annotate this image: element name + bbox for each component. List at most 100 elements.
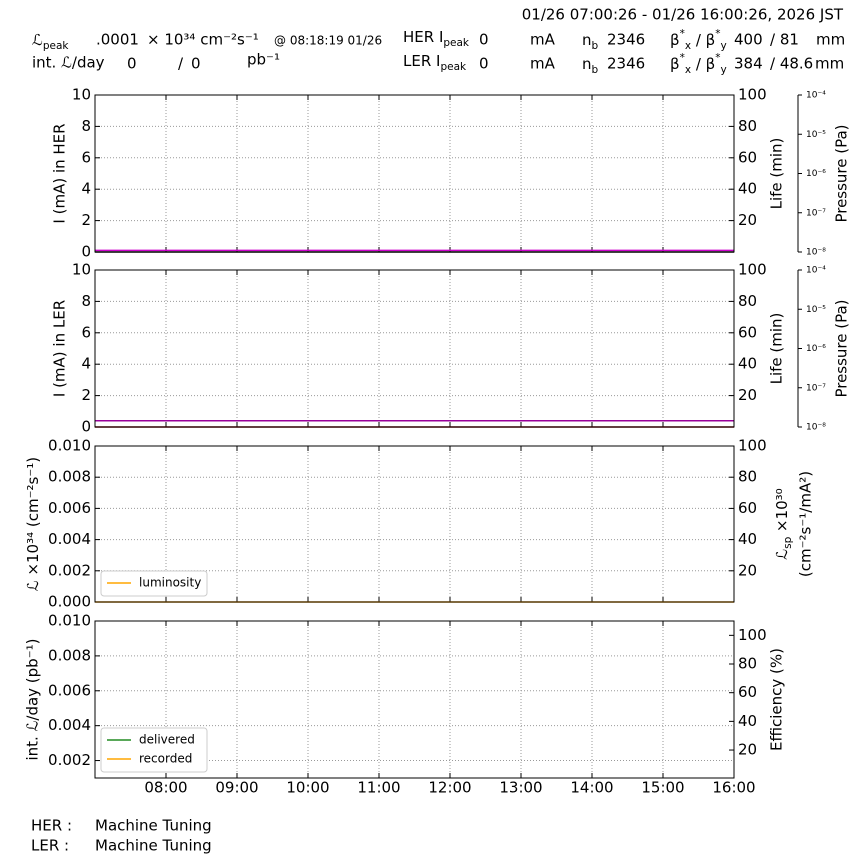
her-beta-label: β*x / β*y <box>670 28 727 52</box>
x-tick-label: 13:00 <box>499 779 542 797</box>
text-part: HER I <box>403 28 443 46</box>
y-tick-label: 10 <box>72 261 91 279</box>
y2-tick-label: 20 <box>738 386 757 404</box>
int-delivered: 0 <box>127 55 137 73</box>
y2-tick-label: 40 <box>738 180 757 198</box>
y2-tick-label: 80 <box>738 468 757 486</box>
y2-tick-label: 100 <box>738 437 767 455</box>
ler-current: 0 <box>479 55 489 73</box>
y2-tick-label: 60 <box>738 683 757 701</box>
y2-axis-label: Life (min) <box>768 313 786 385</box>
x-tick-label: 15:00 <box>641 779 684 797</box>
y-tick-label: 0 <box>81 418 91 436</box>
y2-axis-label: (cm⁻²s⁻¹/mA²) <box>797 471 815 577</box>
legend-label: recorded <box>139 752 192 766</box>
her-beta-unit: mm <box>816 31 845 49</box>
text-part: peak <box>443 37 470 49</box>
text-part: ℒ <box>32 31 43 49</box>
legend-label: luminosity <box>139 576 201 590</box>
y-tick-label: 0.000 <box>48 593 91 611</box>
y-tick-label: 0.010 <box>48 437 91 455</box>
plot-frame <box>94 620 735 779</box>
y-tick-label: 4 <box>81 180 91 198</box>
y2-tick-label: 80 <box>738 292 757 310</box>
pressure-tick-label: 10⁻⁸ <box>806 423 826 433</box>
y-axis-label: I (mA) in LER <box>51 300 69 397</box>
y-tick-label: 0.008 <box>48 646 91 664</box>
ler-beta-y: / 48.6 <box>770 55 813 73</box>
pressure-tick-label: 10⁻⁸ <box>806 248 826 258</box>
pressure-tick-label: 10⁻⁶ <box>806 169 826 179</box>
ler-status-label: LER : <box>31 837 69 855</box>
her-beta-x: 400 <box>734 31 763 49</box>
ler-unit: mA <box>530 55 556 73</box>
y2-tick-label: 20 <box>738 741 757 759</box>
her-current: 0 <box>479 31 489 49</box>
y-tick-label: 0.002 <box>48 751 91 769</box>
y2-tick-label: 20 <box>738 211 757 229</box>
y-tick-label: 0.010 <box>48 612 91 630</box>
ler-beta-label: β*x / β*y <box>670 52 727 76</box>
y-axis-label: I (mA) in HER <box>51 123 69 223</box>
pressure-axis-label: Pressure (Pa) <box>833 299 851 397</box>
pressure-tick-label: 10⁻⁵ <box>806 130 826 140</box>
lum-peak-time: @ 08:18:19 01/26 <box>274 34 382 48</box>
her-beta-y: / 81 <box>770 31 799 49</box>
text-part: * <box>715 28 720 40</box>
y-axis-label: int. ℒ/day (pb⁻¹) <box>24 639 42 761</box>
plot-frame <box>94 94 735 253</box>
text-part: y <box>720 40 726 52</box>
y-tick-label: 0.004 <box>48 716 91 734</box>
y-tick-label: 8 <box>81 292 91 310</box>
text-part: β <box>670 31 680 49</box>
ler-nb: 2346 <box>607 55 645 73</box>
x-tick-label: 10:00 <box>286 779 329 797</box>
int-sep: / <box>178 55 184 73</box>
legend-box <box>100 570 208 597</box>
x-tick-label: 16:00 <box>712 779 755 797</box>
y-tick-label: 2 <box>81 386 91 404</box>
pressure-tick-label: 10⁻⁷ <box>806 383 826 393</box>
pressure-tick-label: 10⁻⁶ <box>806 344 826 354</box>
y2-axis-label: Efficiency (%) <box>768 648 786 751</box>
text-part: x <box>685 40 691 52</box>
y2-tick-label: 60 <box>738 148 757 166</box>
x-tick-label: 09:00 <box>215 779 258 797</box>
y2-axis-label: ℒsp ×10³⁰ <box>773 488 795 559</box>
plot-frame <box>94 269 735 428</box>
int-unit: pb⁻¹ <box>247 51 280 69</box>
pressure-tick-label: 10⁻⁷ <box>806 208 826 218</box>
text-part: * <box>680 28 685 40</box>
text-part: ×10³⁰ <box>773 488 791 536</box>
y2-tick-label: 80 <box>738 117 757 135</box>
int-recorded: 0 <box>191 55 201 73</box>
y-tick-label: 0.006 <box>48 681 91 699</box>
y-tick-label: 0.004 <box>48 530 91 548</box>
pressure-tick-label: 10⁻⁴ <box>806 91 826 101</box>
y-tick-label: 0.006 <box>48 499 91 517</box>
her-status-label: HER : <box>31 817 72 835</box>
text-part: * <box>680 52 685 64</box>
text-part: x <box>685 64 691 76</box>
legend-box <box>100 727 208 773</box>
pressure-tick-label: 10⁻⁵ <box>806 305 826 315</box>
ler-beta-x: 384 <box>734 55 763 73</box>
y-tick-label: 4 <box>81 355 91 373</box>
y-tick-label: 2 <box>81 211 91 229</box>
ler-nb-label: nb <box>582 55 599 77</box>
text-part: b <box>592 40 599 52</box>
lum-peak-value: .0001 <box>96 31 139 49</box>
y-tick-label: 0.008 <box>48 468 91 486</box>
y2-tick-label: 60 <box>738 323 757 341</box>
lum-peak-unit: × 10³⁴ cm⁻²s⁻¹ <box>147 31 259 49</box>
y-axis-label: ℒ ×10³⁴ (cm⁻²s⁻¹) <box>24 457 42 591</box>
y2-axis-label: Life (min) <box>768 138 786 210</box>
text-part: peak <box>43 40 70 52</box>
y-tick-label: 10 <box>72 86 91 104</box>
y2-tick-label: 100 <box>738 261 767 279</box>
ler-label: LER Ipeak <box>403 52 467 74</box>
text-part: n <box>582 55 592 73</box>
text-part: / β <box>691 55 715 73</box>
pressure-tick-label: 10⁻⁴ <box>806 266 826 276</box>
